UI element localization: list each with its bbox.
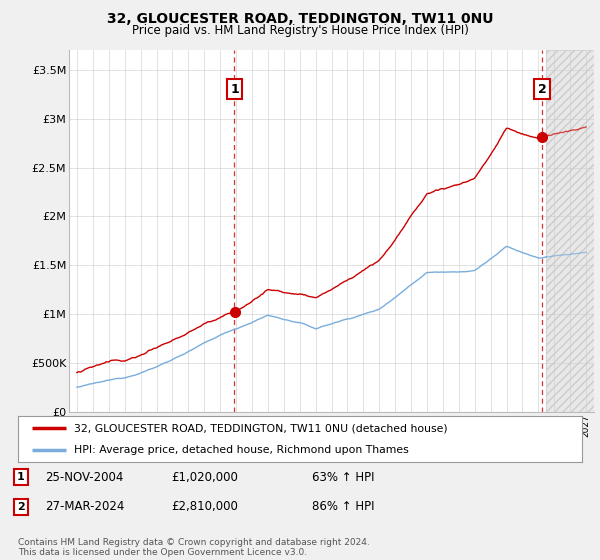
Text: 86% ↑ HPI: 86% ↑ HPI <box>312 500 374 514</box>
Text: 1: 1 <box>230 83 239 96</box>
Text: 25-NOV-2004: 25-NOV-2004 <box>45 470 124 484</box>
Bar <box>546 50 594 412</box>
Text: £2,810,000: £2,810,000 <box>171 500 238 514</box>
Text: 2: 2 <box>538 83 547 96</box>
Bar <box>546 50 594 412</box>
Text: 27-MAR-2024: 27-MAR-2024 <box>45 500 124 514</box>
Text: Contains HM Land Registry data © Crown copyright and database right 2024.
This d: Contains HM Land Registry data © Crown c… <box>18 538 370 557</box>
Text: 2: 2 <box>17 502 25 512</box>
Text: 63% ↑ HPI: 63% ↑ HPI <box>312 470 374 484</box>
Text: £1,020,000: £1,020,000 <box>171 470 238 484</box>
Text: HPI: Average price, detached house, Richmond upon Thames: HPI: Average price, detached house, Rich… <box>74 445 409 455</box>
Text: 32, GLOUCESTER ROAD, TEDDINGTON, TW11 0NU (detached house): 32, GLOUCESTER ROAD, TEDDINGTON, TW11 0N… <box>74 423 448 433</box>
Text: Price paid vs. HM Land Registry's House Price Index (HPI): Price paid vs. HM Land Registry's House … <box>131 24 469 36</box>
Text: 32, GLOUCESTER ROAD, TEDDINGTON, TW11 0NU: 32, GLOUCESTER ROAD, TEDDINGTON, TW11 0N… <box>107 12 493 26</box>
Text: 1: 1 <box>17 472 25 482</box>
